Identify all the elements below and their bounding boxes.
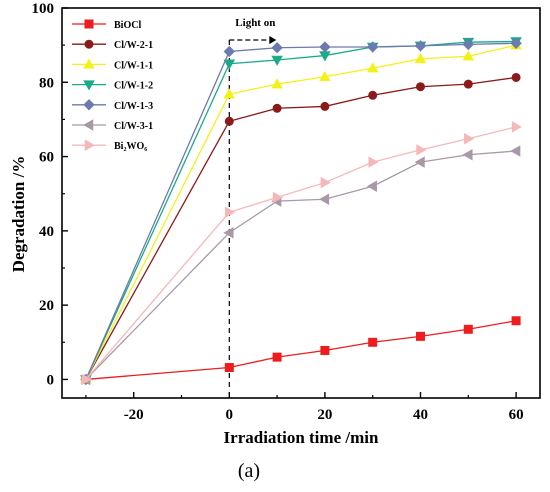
x-tick-label: -20 (124, 407, 144, 423)
data-point-biocl (415, 331, 425, 341)
series-line-cl-w-1-2 (85, 40, 517, 380)
series-cl-w-1-3 (80, 37, 522, 386)
light-on-label: Light on (235, 17, 275, 29)
legend-label: Cl/W-1-1 (114, 60, 153, 71)
data-point-biocl (511, 316, 521, 326)
legend-item-bi-wo-: Bi₂WO₆ (72, 139, 147, 152)
y-tick-label: 100 (32, 1, 55, 17)
data-point-cl-w-1-1 (414, 53, 427, 64)
data-point-cl-w-1-1 (223, 88, 236, 99)
data-point-biocl (272, 352, 282, 362)
data-point-bi-wo- (320, 176, 331, 189)
legend-label: Cl/W-2-1 (114, 40, 153, 51)
data-point-cl-w-3-1 (414, 156, 425, 168)
data-point-cl-w-1-1 (271, 78, 283, 89)
data-point-cl-w-2-1 (368, 90, 378, 100)
legend-marker (83, 99, 95, 111)
data-point-cl-w-2-1 (320, 101, 330, 111)
light-on-arrowhead (269, 36, 277, 44)
legend-label: BiOCl (114, 20, 141, 31)
data-point-cl-w-2-1 (224, 116, 234, 126)
plot-frame (61, 7, 541, 399)
x-tick-label: 40 (413, 407, 428, 423)
data-point-cl-w-1-3 (319, 41, 331, 53)
data-point-cl-w-3-1 (366, 180, 377, 193)
legend-marker (83, 80, 95, 91)
legend: BiOCl Cl/W-2-1 Cl/W-1-1 Cl/W-1-2 Cl/W-1-3 Cl/… (72, 19, 153, 152)
data-point-cl-w-1-3 (223, 45, 235, 58)
legend-marker (84, 39, 94, 49)
data-point-cl-w-1-3 (414, 40, 427, 52)
data-point-cl-w-1-3 (510, 37, 522, 49)
series-cl-w-3-1 (80, 145, 521, 386)
series-line-cl-w-1-1 (85, 44, 517, 380)
data-point-bi-wo- (416, 144, 427, 156)
legend-item-cl-w-2-1: Cl/W-2-1 (72, 39, 153, 51)
data-point-bi-wo- (81, 373, 92, 386)
y-tick-label: 40 (39, 224, 54, 240)
data-point-cl-w-1-3 (462, 38, 474, 51)
legend-item-cl-w-1-3: Cl/W-1-3 (72, 99, 153, 112)
data-point-cl-w-1-2 (271, 55, 283, 66)
y-tick-label: 0 (47, 372, 55, 388)
series-line-cl-w-2-1 (85, 76, 517, 380)
series-biocl (81, 316, 521, 384)
data-point-bi-wo- (368, 156, 379, 168)
data-point-cl-w-1-1 (366, 62, 379, 73)
data-point-cl-w-3-1 (319, 193, 330, 206)
y-tick-label: 80 (39, 75, 54, 91)
data-point-cl-w-3-1 (510, 145, 521, 157)
data-point-bi-wo- (464, 132, 475, 145)
y-tick-label: 20 (39, 298, 54, 314)
series-line-cl-w-1-3 (85, 42, 517, 380)
data-point-biocl (320, 345, 330, 355)
legend-marker (84, 19, 94, 29)
data-point-bi-wo- (225, 206, 236, 219)
data-point-biocl (368, 337, 378, 347)
x-axis-title: Irradiation time /min (224, 428, 379, 447)
y-axis-title: Degradation /% (9, 156, 28, 273)
x-tick-label: 20 (317, 407, 332, 423)
data-point-cl-w-1-3 (271, 42, 283, 54)
data-point-cl-w-2-1 (415, 82, 425, 92)
legend-marker (84, 139, 95, 151)
data-point-cl-w-1-1 (462, 50, 475, 61)
data-point-biocl (463, 324, 473, 334)
series-line-bi-wo- (85, 126, 517, 380)
data-point-cl-w-1-3 (367, 41, 379, 53)
data-point-biocl (224, 363, 234, 373)
legend-item-cl-w-3-1: Cl/W-3-1 (72, 119, 153, 132)
legend-item-cl-w-1-1: Cl/W-1-1 (72, 58, 153, 71)
legend-item-cl-w-1-2: Cl/W-1-2 (72, 80, 153, 92)
data-point-cl-w-2-1 (511, 72, 521, 82)
legend-marker (83, 58, 95, 69)
data-point-cl-w-2-1 (463, 79, 473, 89)
data-point-cl-w-1-2 (223, 59, 236, 70)
y-tick-label: 60 (39, 150, 54, 166)
data-point-cl-w-2-1 (272, 103, 282, 113)
legend-label: Cl/W-1-3 (114, 101, 153, 112)
legend-label: Bi₂WO₆ (114, 141, 147, 152)
series-bi-wo- (81, 121, 522, 386)
data-point-cl-w-1-1 (319, 70, 331, 81)
legend-label: Cl/W-3-1 (114, 121, 153, 132)
series-line-biocl (85, 320, 517, 381)
series-cl-w-2-1 (81, 72, 521, 384)
x-tick-label: 60 (509, 407, 524, 423)
legend-item-biocl: BiOCl (72, 19, 141, 31)
figure-caption: (a) (238, 460, 260, 482)
series-line-cl-w-3-1 (85, 150, 517, 380)
data-point-cl-w-3-1 (223, 226, 234, 239)
data-point-bi-wo- (272, 191, 283, 204)
legend-marker (83, 119, 94, 131)
x-tick-label: 0 (226, 407, 234, 423)
data-point-bi-wo- (511, 121, 522, 133)
data-point-cl-w-3-1 (462, 148, 473, 161)
legend-label: Cl/W-1-2 (114, 81, 153, 92)
